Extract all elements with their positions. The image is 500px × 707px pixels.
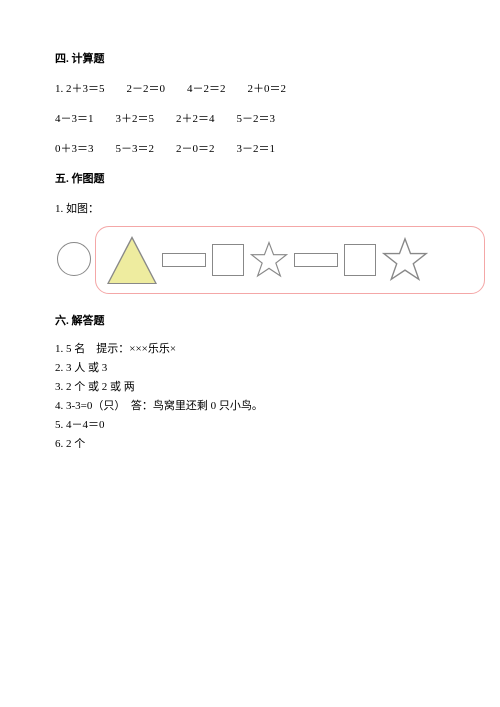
section-5-title: 五. 作图题 <box>55 170 445 186</box>
square-shape <box>344 244 376 276</box>
calc-row-2: 4－3＝1 3＋2＝5 2＋2＝4 5－2＝3 <box>55 110 445 126</box>
rectangle-shape <box>162 253 206 267</box>
answer-line-3: 3. 2 个 或 2 或 两 <box>55 380 445 396</box>
calc-item: 5－2＝3 <box>237 110 276 126</box>
answer-line-2: 2. 3 人 或 3 <box>55 361 445 377</box>
calc-item: 2＋2＝4 <box>176 110 215 126</box>
calc-item: 4－3＝1 <box>55 110 94 126</box>
calc-item: 2＋0＝2 <box>248 80 287 96</box>
rectangle-shape <box>294 253 338 267</box>
calc-row-1: 1. 2＋3＝5 2－2＝0 4－2＝2 2＋0＝2 <box>55 80 445 96</box>
circle-shape <box>57 242 91 276</box>
figure-wrapper <box>95 226 445 294</box>
section-4-title: 四. 计算题 <box>55 50 445 66</box>
shapes-row <box>108 237 428 283</box>
calc-item: 0＋3＝3 <box>55 140 94 156</box>
section-6-title: 六. 解答题 <box>55 312 445 328</box>
answer-line-4: 4. 3-3=0（只） 答：鸟窝里还剩 0 只小鸟。 <box>55 399 445 415</box>
calc-item: 5－3＝2 <box>116 140 155 156</box>
star-shape <box>250 241 288 279</box>
calc-item: 2－2＝0 <box>127 80 166 96</box>
star-shape-large <box>382 237 428 283</box>
figure-container <box>95 226 485 294</box>
calc-item: 1. 2＋3＝5 <box>55 80 105 96</box>
answer-line-5: 5. 4－4＝0 <box>55 418 445 434</box>
calc-item: 2－0＝2 <box>176 140 215 156</box>
triangle-shape <box>108 237 156 283</box>
answer-line-6: 6. 2 个 <box>55 437 445 453</box>
answer-line-1: 1. 5 名 提示：×××乐乐× <box>55 342 445 358</box>
calc-item: 4－2＝2 <box>187 80 226 96</box>
calc-item: 3＋2＝5 <box>116 110 155 126</box>
calc-row-3: 0＋3＝3 5－3＝2 2－0＝2 3－2＝1 <box>55 140 445 156</box>
figure-item-label: 1. 如图： <box>55 200 445 216</box>
calc-item: 3－2＝1 <box>237 140 276 156</box>
square-shape <box>212 244 244 276</box>
